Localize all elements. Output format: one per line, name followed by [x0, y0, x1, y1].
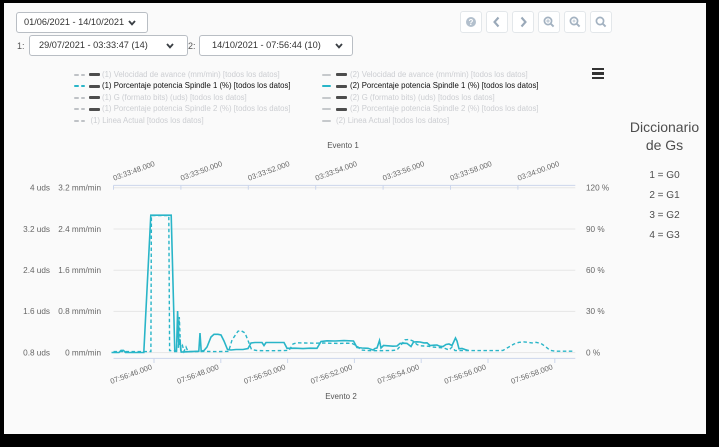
svg-text:3.2 uds: 3.2 uds: [23, 225, 50, 234]
svg-text:07:56:56.000: 07:56:56.000: [443, 362, 487, 385]
svg-text:60 %: 60 %: [586, 266, 605, 275]
svg-text:2.4 uds: 2.4 uds: [23, 266, 50, 275]
svg-text:0 mm/min: 0 mm/min: [65, 348, 101, 357]
svg-text:03:33:50.000: 03:33:50.000: [179, 159, 223, 182]
svg-text:Evento 1: Evento 1: [327, 141, 359, 150]
svg-text:Evento 2: Evento 2: [325, 392, 357, 401]
svg-text:03:33:58.000: 03:33:58.000: [449, 159, 493, 182]
svg-text:0.8 uds: 0.8 uds: [23, 348, 50, 357]
svg-text:03:33:56.000: 03:33:56.000: [381, 159, 425, 182]
svg-text:07:56:52.000: 07:56:52.000: [309, 362, 353, 385]
svg-text:4 uds: 4 uds: [30, 184, 50, 193]
svg-text:07:56:50.000: 07:56:50.000: [243, 362, 287, 385]
svg-text:03:34:00.000: 03:34:00.000: [516, 159, 560, 182]
svg-text:03:33:48.000: 03:33:48.000: [112, 159, 156, 182]
svg-text:03:33:54.000: 03:33:54.000: [314, 159, 358, 182]
svg-text:07:56:58.000: 07:56:58.000: [510, 362, 554, 385]
svg-text:07:56:48.000: 07:56:48.000: [176, 362, 220, 385]
svg-text:120 %: 120 %: [586, 184, 609, 193]
svg-text:?: ?: [469, 18, 474, 27]
svg-text:03:33:52.000: 03:33:52.000: [247, 159, 291, 182]
svg-text:0 %: 0 %: [586, 348, 600, 357]
svg-text:2.4 mm/min: 2.4 mm/min: [58, 225, 101, 234]
svg-text:1.6 mm/min: 1.6 mm/min: [58, 266, 101, 275]
svg-text:0.8 mm/min: 0.8 mm/min: [58, 307, 101, 316]
svg-text:3.2 mm/min: 3.2 mm/min: [58, 184, 101, 193]
svg-text:90 %: 90 %: [586, 225, 605, 234]
svg-text:07:56:54.000: 07:56:54.000: [376, 362, 420, 385]
svg-text:1.6 uds: 1.6 uds: [23, 307, 50, 316]
svg-text:30 %: 30 %: [586, 307, 605, 316]
svg-text:07:56:46.000: 07:56:46.000: [109, 362, 153, 385]
